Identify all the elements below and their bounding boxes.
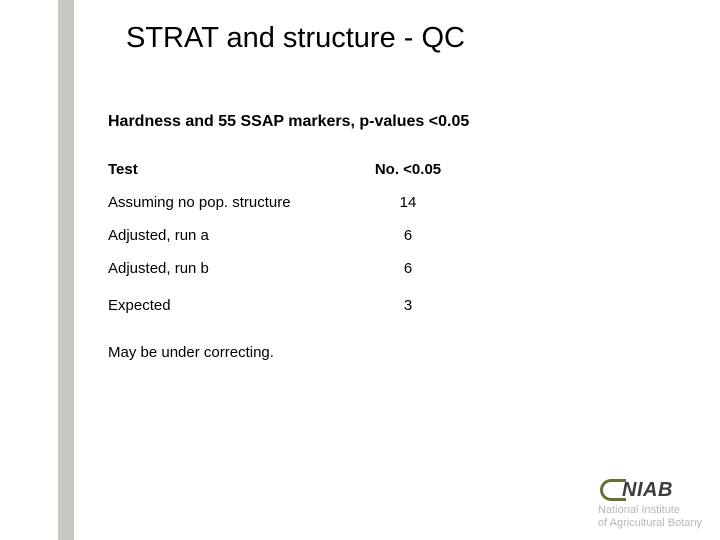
slide-content: STRAT and structure - QC Hardness and 55… <box>106 0 720 361</box>
results-table: Test No. <0.05 Assuming no pop. structur… <box>108 161 720 314</box>
niab-subtitle-1: National Institute <box>598 504 702 517</box>
slide-subtitle: Hardness and 55 SSAP markers, p-values <… <box>108 113 720 131</box>
cell-test: Assuming no pop. structure <box>108 194 358 211</box>
table-row: Assuming no pop. structure 14 <box>108 194 720 211</box>
table-header-row: Test No. <0.05 <box>108 161 720 178</box>
slide-title: STRAT and structure - QC <box>126 22 720 55</box>
niab-logo-block: NIAB National Institute of Agricultural … <box>598 479 702 530</box>
cell-value: 3 <box>358 297 458 314</box>
niab-logo-text: NIAB <box>622 479 673 502</box>
header-value: No. <0.05 <box>358 161 458 178</box>
cell-test: Adjusted, run a <box>108 227 358 244</box>
table-row: Adjusted, run a 6 <box>108 227 720 244</box>
cell-test: Expected <box>108 297 358 314</box>
cell-value: 6 <box>358 227 458 244</box>
header-test: Test <box>108 161 358 178</box>
niab-subtitle-2: of Agricultural Botany <box>598 517 702 530</box>
table-row: Expected 3 <box>108 297 720 314</box>
left-accent-bar <box>58 0 74 540</box>
niab-logo: NIAB <box>600 479 702 502</box>
table-row: Adjusted, run b 6 <box>108 260 720 277</box>
cell-test: Adjusted, run b <box>108 260 358 277</box>
cell-value: 14 <box>358 194 458 211</box>
cell-value: 6 <box>358 260 458 277</box>
footnote: May be under correcting. <box>108 344 720 361</box>
